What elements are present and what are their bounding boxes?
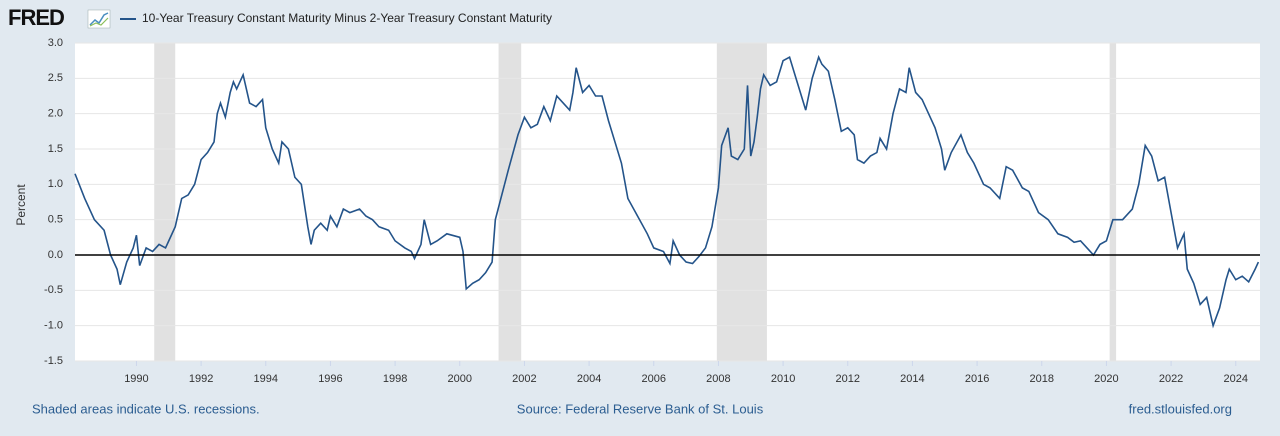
x-tick-label: 2012 [836,373,860,385]
x-tick-label: 1992 [189,373,213,385]
y-tick-label: 1.0 [48,178,63,190]
source: Source: Federal Reserve Bank of St. Loui… [517,401,764,416]
logo: FRED [8,5,64,30]
y-tick-label: 1.5 [48,143,63,155]
recession-band [716,43,767,361]
x-tick-label: 2018 [1030,373,1054,385]
y-axis-label: Percent [14,184,28,226]
x-tick-label: 1994 [254,373,278,385]
y-tick-label: 3.0 [48,37,63,49]
recession-band [1109,43,1117,361]
x-tick-label: 2022 [1159,373,1183,385]
plot-area [75,43,1260,361]
y-tick-label: -0.5 [44,284,63,296]
x-tick-label: 2014 [900,373,924,385]
y-tick-label: 2.0 [48,108,63,120]
logo-icon [87,9,111,29]
recession-band [154,43,176,361]
y-tick-label: 0.5 [48,214,63,226]
x-tick-label: 2020 [1094,373,1118,385]
x-tick-label: 2010 [771,373,795,385]
series-line [74,54,1260,329]
y-tick-label: -1.0 [44,320,63,332]
recession-band [498,43,522,361]
y-tick-label: 2.5 [48,72,63,84]
x-tick-label: 2000 [448,373,472,385]
notes: Shaded areas indicate U.S. recessions. [32,401,260,416]
legend-label: 10-Year Treasury Constant Maturity Minus… [142,11,552,25]
site: fred.stlouisfed.org [1129,401,1232,416]
x-tick-label: 2002 [512,373,536,385]
y-tick-label: 0.0 [48,249,63,261]
x-tick-label: 1998 [383,373,407,385]
y-tick-label: -1.5 [44,355,63,367]
x-tick-label: 2024 [1224,373,1248,385]
x-tick-label: 2016 [965,373,989,385]
x-tick-label: 1996 [318,373,342,385]
x-tick-label: 2006 [642,373,666,385]
x-tick-label: 1990 [124,373,148,385]
x-tick-label: 2008 [706,373,730,385]
x-tick-label: 2004 [577,373,601,385]
